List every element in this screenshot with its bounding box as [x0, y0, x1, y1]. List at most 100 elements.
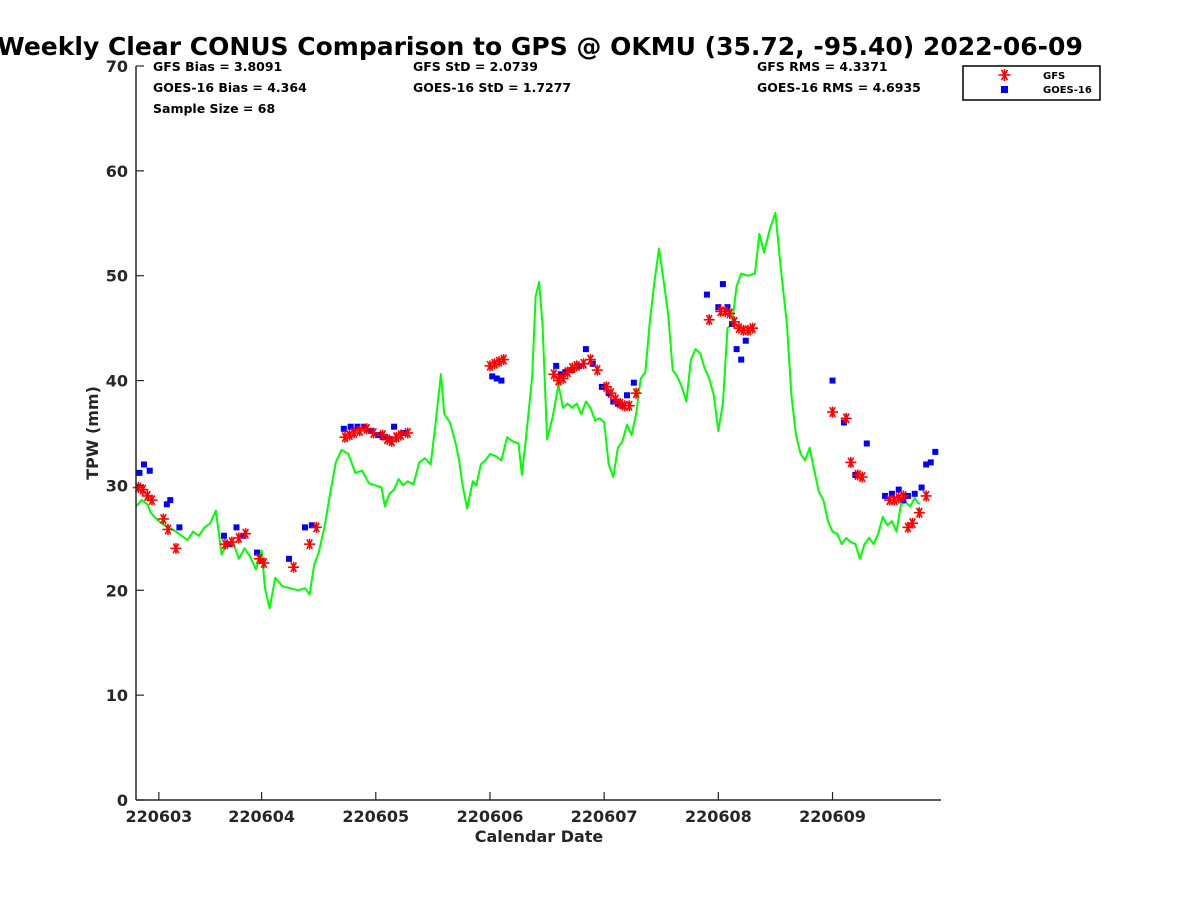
gfs-point [605, 387, 617, 399]
goes-point [742, 337, 749, 344]
gfs-point [888, 494, 900, 506]
gfs-point [219, 538, 231, 550]
gfs-point [288, 561, 300, 573]
x-tick-label: 220608 [685, 807, 752, 826]
goes-point [489, 373, 496, 380]
gfs-point [157, 513, 169, 525]
chart-title: Weekly Clear CONUS Comparison to GPS @ O… [0, 32, 1083, 61]
gfs-point [304, 538, 316, 550]
goes-point [733, 346, 740, 353]
y-tick-label: 70 [106, 57, 128, 76]
x-tick-label: 220603 [125, 807, 192, 826]
goes-point [258, 557, 265, 564]
legend-box [962, 65, 1101, 101]
gfs-point [141, 490, 153, 502]
goes-point [140, 461, 147, 468]
gfs-point [240, 528, 252, 540]
goes-point [136, 469, 143, 476]
gfs-point [162, 523, 174, 535]
goes-point [623, 392, 630, 399]
goes-point [391, 423, 398, 430]
goes-point [863, 440, 870, 447]
gps-series-line [135, 211, 921, 610]
gfs-point [402, 427, 414, 439]
goes-point [347, 423, 354, 430]
goes-point [738, 356, 745, 363]
goes-point [882, 492, 889, 499]
legend-gfs-label: GFS [1043, 71, 1065, 82]
gfs-point [724, 307, 736, 319]
gfs-point [906, 517, 918, 529]
goes-point [630, 379, 637, 386]
gfs-point [845, 456, 857, 468]
gfs-point [548, 368, 560, 380]
goes-point [932, 448, 939, 455]
goes-point [719, 281, 726, 288]
gfs-point [395, 429, 407, 441]
goes-point [610, 398, 617, 405]
legend-gfs-asterisk [998, 69, 1011, 81]
y-tick-label: 40 [106, 372, 128, 391]
legend-gfs-marker [998, 69, 1011, 81]
gfs-point [368, 427, 380, 439]
goes-point [240, 532, 247, 539]
gfs-point [146, 494, 158, 506]
gfs-point [623, 400, 635, 412]
goes-point [361, 423, 368, 430]
gfs-point [484, 360, 496, 372]
goes-point [553, 362, 560, 369]
goes-bias-stat: GOES-16 Bias = 4.364 [153, 80, 307, 95]
legend: GFS GOES-16 [962, 65, 1101, 101]
y-axis-ticks: 0 10 20 30 40 50 60 70 [106, 57, 144, 810]
y-tick-label: 10 [106, 686, 128, 705]
gfs-rms-stat: GFS RMS = 4.3371 [757, 59, 888, 74]
goes-point [308, 522, 315, 529]
goes-point [493, 375, 500, 382]
goes-point [888, 490, 895, 497]
gfs-point [226, 536, 238, 548]
x-axis-label: Calendar Date [475, 827, 604, 846]
goes-point [895, 486, 902, 493]
goes-rms-stat: GOES-16 RMS = 4.6935 [757, 80, 921, 95]
gfs-point [584, 354, 596, 366]
x-tick-label: 220604 [228, 807, 295, 826]
goes-point [254, 549, 261, 556]
gfs-std-stat: GFS StD = 2.0739 [413, 59, 538, 74]
legend-goes-label: GOES-16 [1043, 85, 1092, 96]
y-tick-label: 50 [106, 267, 128, 286]
gfs-point [258, 557, 270, 569]
x-axis-ticks: 220603 220604 220605 220606 220607 220608 2206… [125, 792, 866, 826]
gfs-point [852, 469, 864, 481]
gfs-point [920, 490, 932, 502]
goes-point [286, 555, 293, 562]
gfs-point [557, 372, 569, 384]
gfs-point [600, 381, 612, 393]
sample-size-stat: Sample Size = 68 [153, 101, 275, 116]
gfs-point [354, 425, 366, 437]
x-tick-label: 220609 [799, 807, 866, 826]
y-tick-label: 60 [106, 162, 128, 181]
gfs-point [827, 406, 839, 418]
goes-point [176, 524, 183, 531]
x-tick-label: 220605 [342, 807, 409, 826]
gfs-point [913, 507, 925, 519]
goes-point [233, 524, 240, 531]
goes-std-stat: GOES-16 StD = 1.7277 [413, 80, 571, 95]
goes-point [146, 467, 153, 474]
gfs-series-layer [132, 305, 932, 573]
gps-series-layer [135, 211, 921, 610]
y-tick-label: 20 [106, 581, 128, 600]
goes-point [368, 427, 375, 434]
gfs-point [591, 364, 603, 376]
goes-point [582, 346, 589, 353]
gfs-point [728, 316, 740, 328]
gfs-point [310, 521, 322, 533]
goes-point [927, 459, 934, 466]
legend-goes-marker [1001, 86, 1008, 93]
goes-point [703, 291, 710, 298]
goes-point [167, 497, 174, 504]
goes-point [911, 490, 918, 497]
goes-point [220, 532, 227, 539]
